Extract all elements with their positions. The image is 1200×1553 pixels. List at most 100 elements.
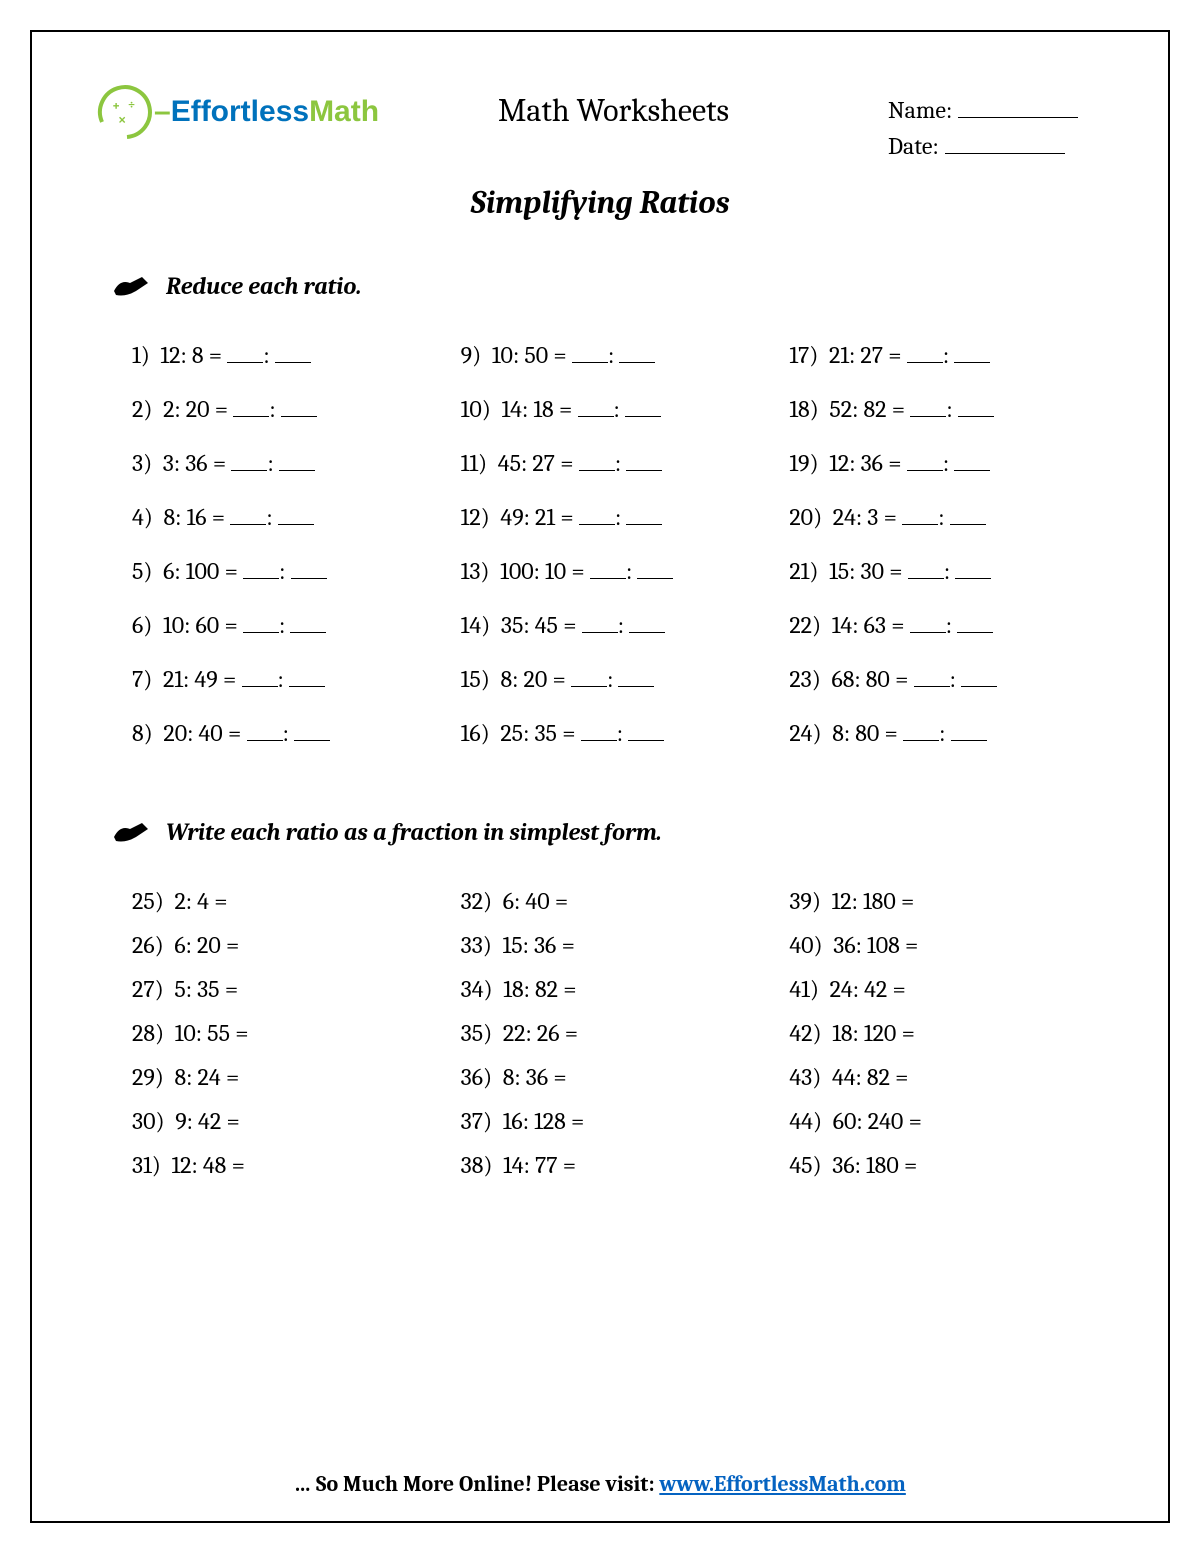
problem-item: 35) 22: 26 = [461, 1019, 780, 1047]
problem-number: 41) [789, 975, 829, 1003]
answer-blank[interactable] [910, 632, 946, 633]
svg-text:×: × [118, 111, 126, 128]
answer-blank[interactable] [578, 416, 614, 417]
problem-ratio: 5: 35 = [174, 975, 238, 1003]
problem-ratio: 22: 26 = [503, 1019, 578, 1047]
answer-blank[interactable] [572, 362, 608, 363]
colon: : [946, 611, 957, 639]
answer-blank[interactable] [579, 524, 615, 525]
date-row: Date: [888, 128, 1108, 164]
answer-blank[interactable] [278, 524, 314, 525]
problem-ratio: 8: 24 = [175, 1063, 240, 1091]
answer-blank[interactable] [958, 416, 994, 417]
answer-blank[interactable] [247, 740, 283, 741]
answer-blank[interactable] [626, 524, 662, 525]
problem-ratio: 10: 55 = [175, 1019, 249, 1047]
answer-blank[interactable] [619, 362, 655, 363]
answer-blank[interactable] [290, 632, 326, 633]
answer-blank[interactable] [907, 470, 943, 471]
problem-item: 30) 9: 42 = [132, 1107, 451, 1135]
answer-blank[interactable] [908, 578, 944, 579]
answer-blank[interactable] [294, 740, 330, 741]
answer-blank[interactable] [242, 686, 278, 687]
answer-blank[interactable] [955, 578, 991, 579]
answer-blank[interactable] [903, 740, 939, 741]
answer-blank[interactable] [581, 740, 617, 741]
answer-blank[interactable] [579, 470, 615, 471]
problem-ratio: 24: 42 = [830, 975, 906, 1003]
answer-blank[interactable] [618, 686, 654, 687]
problem-number: 12) [461, 503, 501, 531]
answer-blank[interactable] [230, 524, 266, 525]
answer-blank[interactable] [243, 578, 279, 579]
problem-number: 24) [789, 719, 832, 747]
date-blank[interactable] [945, 153, 1065, 154]
problem-number: 29) [132, 1063, 175, 1091]
answer-blank[interactable] [957, 632, 993, 633]
answer-blank[interactable] [571, 686, 607, 687]
answer-blank[interactable] [227, 362, 263, 363]
colon: : [279, 557, 290, 585]
header-row: + ÷ × –EffortlessMath Math Worksheets Na… [92, 82, 1108, 164]
problem-ratio: 68: 80 = [831, 665, 913, 693]
colon: : [283, 719, 294, 747]
problem-item: 17) 21: 27 = : [789, 341, 1108, 369]
problem-item: 10) 14: 18 = : [461, 395, 780, 423]
problem-ratio: 44: 82 = [832, 1063, 909, 1091]
colon: : [950, 665, 961, 693]
answer-blank[interactable] [275, 362, 311, 363]
problem-ratio: 8: 36 = [503, 1063, 567, 1091]
answer-blank[interactable] [626, 470, 662, 471]
problem-ratio: 21: 49 = [163, 665, 242, 693]
problem-ratio: 8: 20 = [500, 665, 571, 693]
problem-ratio: 14: 63 = [832, 611, 910, 639]
problem-ratio: 52: 82 = [829, 395, 910, 423]
answer-blank[interactable] [954, 470, 990, 471]
problem-number: 8) [132, 719, 163, 747]
colon: : [946, 395, 957, 423]
answer-blank[interactable] [628, 740, 664, 741]
section2-instruction: Write each ratio as a fraction in simple… [166, 818, 662, 846]
answer-blank[interactable] [961, 686, 997, 687]
svg-text:÷: ÷ [128, 97, 135, 111]
answer-blank[interactable] [914, 686, 950, 687]
answer-blank[interactable] [231, 470, 267, 471]
answer-blank[interactable] [954, 362, 990, 363]
problem-ratio: 49: 21 = [500, 503, 579, 531]
answer-blank[interactable] [582, 632, 618, 633]
problem-item: 24) 8: 80 = : [789, 719, 1108, 747]
problem-number: 10) [461, 395, 502, 423]
answer-blank[interactable] [590, 578, 626, 579]
problem-item: 21) 15: 30 = : [789, 557, 1108, 585]
answer-blank[interactable] [637, 578, 673, 579]
footer-link[interactable]: www.EffortlessMath.com [659, 1471, 906, 1497]
answer-blank[interactable] [291, 578, 327, 579]
colon: : [614, 395, 625, 423]
colon: : [939, 719, 950, 747]
answer-blank[interactable] [279, 470, 315, 471]
problem-item: 36) 8: 36 = [461, 1063, 780, 1091]
answer-blank[interactable] [951, 740, 987, 741]
name-blank[interactable] [958, 117, 1078, 118]
problem-ratio: 8: 80 = [832, 719, 903, 747]
problem-number: 16) [461, 719, 501, 747]
answer-blank[interactable] [910, 416, 946, 417]
problem-item: 16) 25: 35 = : [461, 719, 780, 747]
problem-item: 5) 6: 100 = : [132, 557, 451, 585]
problem-item: 42) 18: 120 = [789, 1019, 1108, 1047]
answer-blank[interactable] [233, 416, 269, 417]
answer-blank[interactable] [907, 362, 943, 363]
colon: : [626, 557, 637, 585]
answer-blank[interactable] [629, 632, 665, 633]
answer-blank[interactable] [289, 686, 325, 687]
colon: : [943, 449, 954, 477]
problem-ratio: 2: 4 = [174, 887, 227, 915]
problem-ratio: 18: 82 = [503, 975, 576, 1003]
answer-blank[interactable] [281, 416, 317, 417]
answer-blank[interactable] [950, 524, 986, 525]
colon: : [607, 665, 618, 693]
problem-ratio: 36: 108 = [833, 931, 918, 959]
answer-blank[interactable] [243, 632, 279, 633]
answer-blank[interactable] [902, 524, 938, 525]
answer-blank[interactable] [625, 416, 661, 417]
